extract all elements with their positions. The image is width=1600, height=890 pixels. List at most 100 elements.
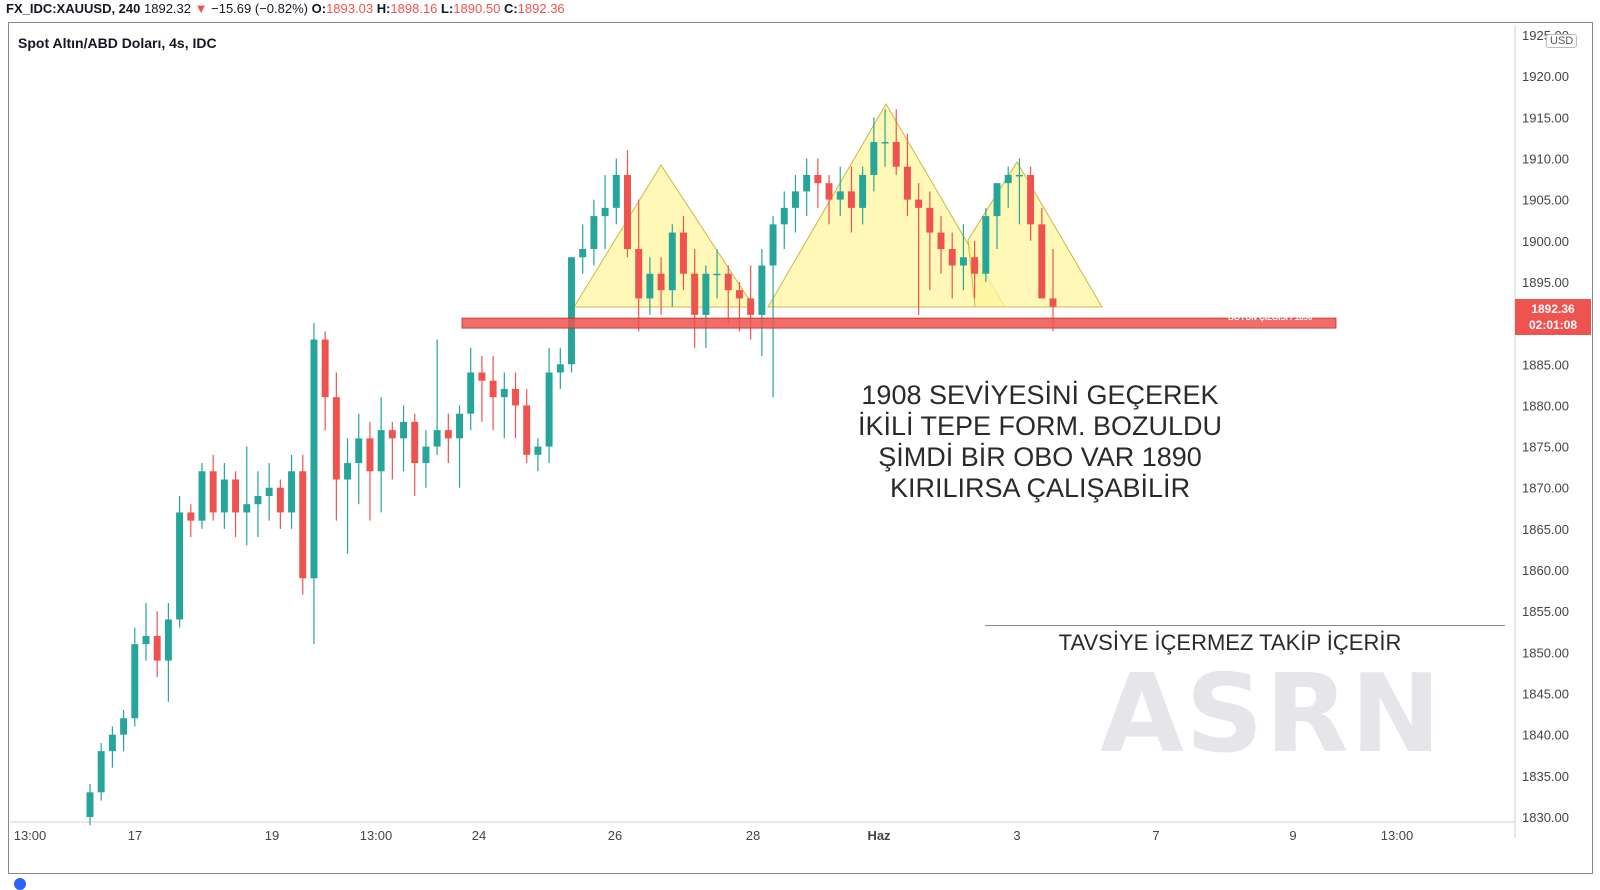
close-label: C: xyxy=(503,1,518,16)
neckline-label: BOYUN ÇİZGİSİ / 1890 xyxy=(1228,313,1313,322)
candle-body xyxy=(411,421,419,464)
candle-body xyxy=(232,479,240,513)
candle-body xyxy=(713,273,721,276)
candle-body xyxy=(97,751,105,793)
candle-body xyxy=(657,273,665,291)
candle-body xyxy=(355,438,363,464)
candle-body xyxy=(803,174,811,192)
candle-body xyxy=(780,207,788,225)
candle-body xyxy=(310,339,318,579)
candle-body xyxy=(142,635,150,645)
candle-body xyxy=(971,257,979,274)
candle-body xyxy=(512,388,519,406)
candle-body xyxy=(321,339,329,398)
candle-body xyxy=(1004,174,1012,184)
x-tick-label: 17 xyxy=(128,828,142,843)
x-tick-label: 19 xyxy=(265,828,279,843)
annotation-line: KIRILIRSA ÇALIŞABİLİR xyxy=(889,473,1191,503)
candle-body xyxy=(724,273,732,291)
candle-body xyxy=(478,372,486,381)
y-tick-label: 1905.00 xyxy=(1522,193,1569,208)
y-tick-label: 1840.00 xyxy=(1522,728,1569,743)
high-label: H: xyxy=(376,1,391,16)
candle-body xyxy=(680,232,687,274)
candle-body xyxy=(881,142,889,144)
candle-body xyxy=(108,734,116,752)
candle-body xyxy=(366,438,374,472)
x-tick-label: 7 xyxy=(1152,828,1159,843)
horizontal-line-drawing[interactable] xyxy=(985,625,1505,626)
candle-body xyxy=(489,380,497,398)
open-value: 1893.03 xyxy=(326,1,374,16)
watermark: ASRN xyxy=(1100,652,1443,777)
candle-body xyxy=(691,273,699,315)
candle-body xyxy=(892,142,900,167)
y-tick-label: 1920.00 xyxy=(1522,69,1569,84)
neckline-band xyxy=(461,317,1337,329)
candle-body xyxy=(769,224,777,266)
symbol-label[interactable]: FX_IDC:XAUUSD, 240 xyxy=(6,1,141,16)
currency-badge[interactable]: USD xyxy=(1546,34,1578,48)
y-tick-label: 1885.00 xyxy=(1522,357,1569,372)
y-tick-label: 1855.00 xyxy=(1522,604,1569,619)
annotation-line: İKİLİ TEPE FORM. BOZULDU xyxy=(857,411,1223,441)
y-tick-label: 1845.00 xyxy=(1522,687,1569,702)
high-value: 1898.16 xyxy=(390,1,438,16)
candle-body xyxy=(825,183,833,200)
candle-body xyxy=(86,792,94,817)
x-tick-label: 28 xyxy=(746,828,760,843)
candle-body xyxy=(1015,174,1023,177)
candle-body xyxy=(500,388,508,398)
chart-legend-title: Spot Altın/ABD Doları, 4s, IDC xyxy=(18,35,217,51)
last-price-tag-value: 1892.36 xyxy=(1531,302,1575,316)
candle-body xyxy=(601,207,609,217)
y-tick-label: 1900.00 xyxy=(1522,234,1569,249)
candle-body xyxy=(164,619,172,661)
candle-body xyxy=(612,174,620,208)
last-price-tag: 1892.36 02:01:08 xyxy=(1515,299,1591,335)
candle-body xyxy=(523,405,531,455)
pattern-triangle xyxy=(967,161,1103,308)
symbol-header: FX_IDC:XAUUSD, 240 1892.32 ▼ −15.69 (−0.… xyxy=(0,0,1600,22)
down-arrow-icon: ▼ xyxy=(194,1,208,16)
candle-body xyxy=(388,430,396,439)
candle-body xyxy=(624,174,631,250)
candle-body xyxy=(276,487,284,513)
candle-body xyxy=(702,273,710,315)
candle-body xyxy=(545,372,553,447)
candle-body xyxy=(836,191,844,200)
candle-body xyxy=(635,249,643,299)
candle-body xyxy=(915,199,923,208)
low-value: 1890.50 xyxy=(453,1,501,16)
x-tick-label: 3 xyxy=(1013,828,1020,843)
candle-body xyxy=(467,372,475,414)
candle-body xyxy=(926,207,934,233)
y-tick-label: 1880.00 xyxy=(1522,398,1569,413)
x-tick-label: Haz xyxy=(867,828,891,843)
candle-body xyxy=(153,635,161,661)
candle-body xyxy=(220,479,228,513)
candle-body xyxy=(400,421,408,439)
candle-body xyxy=(187,512,195,521)
candle-body xyxy=(735,290,743,299)
y-tick-label: 1870.00 xyxy=(1522,481,1569,496)
chart-frame[interactable] xyxy=(8,22,1593,874)
candle-body xyxy=(993,183,1001,217)
y-tick-label: 1915.00 xyxy=(1522,110,1569,125)
x-tick-label: 26 xyxy=(608,828,622,843)
status-dot-icon xyxy=(14,878,26,890)
y-tick-label: 1860.00 xyxy=(1522,563,1569,578)
annotation-line: 1908 SEVİYESİNİ GEÇEREK xyxy=(861,380,1219,410)
candle-body xyxy=(948,249,956,266)
candle-body xyxy=(120,718,128,735)
candle-body xyxy=(288,471,296,513)
candle-body xyxy=(747,298,755,315)
candle-body xyxy=(870,142,878,175)
candle-body xyxy=(590,216,598,250)
candle-body xyxy=(758,265,766,315)
bar-countdown: 02:01:08 xyxy=(1528,318,1578,332)
candle-body xyxy=(791,191,799,208)
candle-body xyxy=(859,174,867,208)
candle-body xyxy=(534,446,542,455)
